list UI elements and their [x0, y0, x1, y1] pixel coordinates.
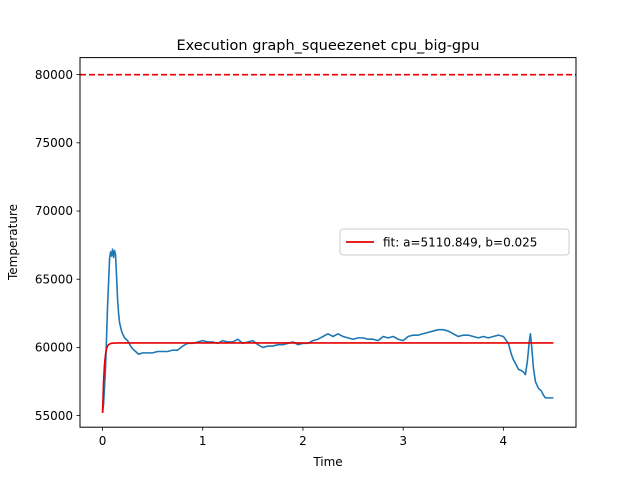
y-tick-label: 75000 — [35, 136, 73, 150]
legend-box — [339, 228, 570, 256]
y-tick-label: 80000 — [35, 68, 73, 82]
legend-label: fit: a=5110.849, b=0.025 — [383, 235, 537, 249]
plot-frame — [79, 57, 577, 428]
x-axis-label: Time — [312, 455, 342, 469]
x-tick-label: 4 — [500, 434, 508, 448]
x-tick-label: 2 — [299, 434, 307, 448]
y-tick-label: 55000 — [35, 409, 73, 423]
y-tick-label: 60000 — [35, 341, 73, 355]
legend: fit: a=5110.849, b=0.025 — [339, 228, 570, 256]
y-tick-label: 70000 — [35, 204, 73, 218]
x-tick-label: 1 — [199, 434, 207, 448]
plot-marks — [80, 73, 576, 413]
fit-series-line — [101, 342, 554, 413]
chart-title: Execution graph_squeezenet cpu_big-gpu — [176, 38, 479, 54]
temperature-series-line — [101, 248, 554, 413]
y-tick-label: 65000 — [35, 272, 73, 286]
y-axis: 55000 60000 65000 70000 75000 80000 — [35, 68, 80, 423]
y-axis-label: Temperature — [6, 204, 20, 281]
x-tick-label: 3 — [399, 434, 407, 448]
x-tick-label: 0 — [99, 434, 107, 448]
x-axis: 0 1 2 3 4 — [99, 427, 507, 448]
